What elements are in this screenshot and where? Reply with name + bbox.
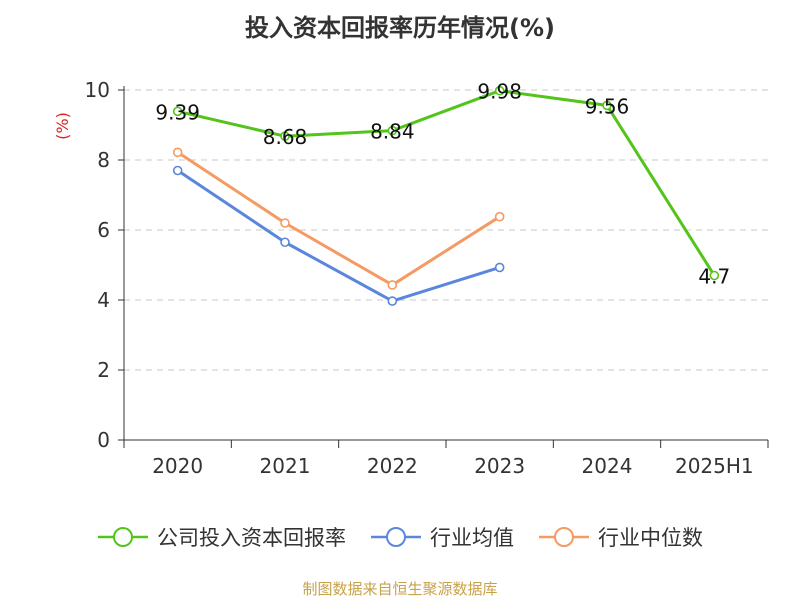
x-tick-label: 2025H1 <box>675 454 754 478</box>
legend-label: 行业均值 <box>430 526 514 550</box>
data-point <box>709 270 720 281</box>
data-point <box>602 100 612 111</box>
legend-swatch-icon <box>98 527 148 547</box>
x-tick-label: 2021 <box>260 454 311 478</box>
chart-title: 投入资本回报率历年情况(%) <box>245 14 555 42</box>
data-point <box>280 131 290 141</box>
y-tick-label: 8 <box>97 148 110 172</box>
data-point <box>494 85 505 96</box>
series-line <box>176 169 501 303</box>
series-line <box>177 89 716 277</box>
data-label: 8.68 <box>263 125 308 149</box>
data-label: 9.98 <box>477 80 522 104</box>
x-tick-label: 2024 <box>582 454 633 478</box>
data-point <box>494 262 505 273</box>
y-tick-label: 2 <box>97 358 110 382</box>
x-tick-label: 2020 <box>152 454 203 478</box>
data-label: 4.7 <box>698 265 730 289</box>
legend-label: 行业中位数 <box>598 526 703 550</box>
y-tick-label: 6 <box>97 218 110 242</box>
y-tick-label: 4 <box>97 288 110 312</box>
y-tick-label: 0 <box>97 428 110 452</box>
x-tick-label: 2022 <box>367 454 418 478</box>
source-note: 制图数据来自恒生聚源数据库 <box>302 580 498 598</box>
legend-item[interactable]: 行业均值 <box>370 522 514 552</box>
data-point <box>172 106 183 117</box>
data-point <box>494 211 505 222</box>
legend-item[interactable]: 行业中位数 <box>538 522 703 552</box>
y-tick-label: 10 <box>85 78 110 102</box>
data-point <box>387 280 398 290</box>
legend-swatch-icon <box>539 527 589 547</box>
legend-item[interactable]: 公司投入资本回报率 <box>97 522 346 552</box>
data-point <box>172 165 183 176</box>
data-point <box>172 147 183 158</box>
legend-swatch-icon <box>371 527 421 547</box>
y-axis-label: (%) <box>53 112 72 140</box>
x-tick-label: 2023 <box>474 454 525 478</box>
data-point <box>280 218 290 228</box>
legend: 公司投入资本回报率 行业均值 行业中位数 <box>0 519 800 555</box>
data-label: 8.84 <box>370 120 415 144</box>
series-line <box>176 151 501 287</box>
legend-label: 公司投入资本回报率 <box>157 526 346 550</box>
data-label: 9.56 <box>585 94 630 118</box>
data-point <box>387 125 398 136</box>
data-point <box>280 237 290 248</box>
data-label: 9.39 <box>155 100 200 124</box>
data-point <box>387 296 398 306</box>
